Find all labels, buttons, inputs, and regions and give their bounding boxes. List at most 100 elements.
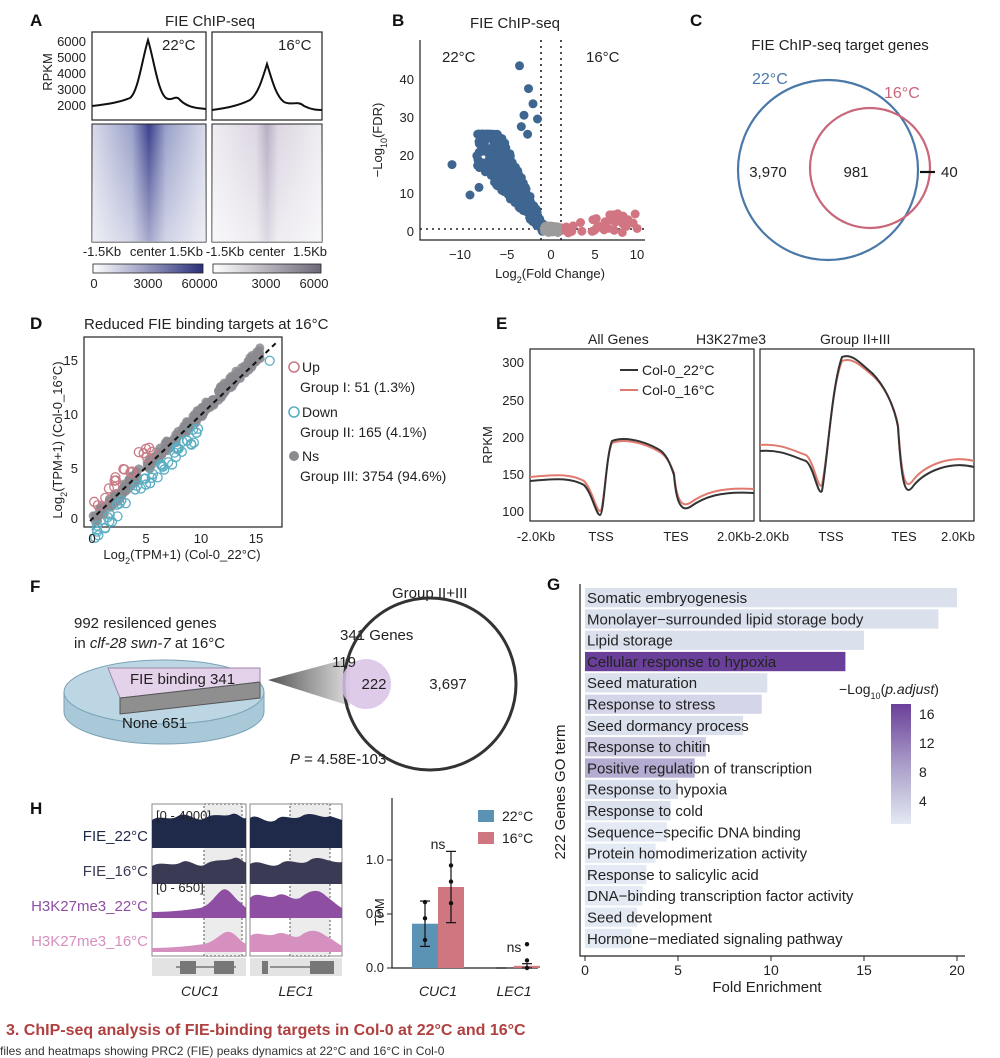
h-ytick-label: 0.0 — [366, 960, 384, 975]
scatter-point-up — [103, 483, 115, 494]
svg-text:-1.5Kb: -1.5Kb — [83, 244, 121, 259]
heatmap-16-fade — [212, 124, 322, 242]
panel-c: C FIE ChIP-seq target genes 22°C 16°C 3,… — [690, 11, 958, 262]
h-xtick-lec1: LEC1 — [496, 983, 531, 999]
go-term-label: Response to hypoxia — [587, 782, 728, 799]
h-ytick-label: 0.5 — [366, 906, 384, 921]
scatter-diagonal — [89, 342, 277, 522]
panel-g: G 222 Genes GO term Somatic embryogenesi… — [547, 575, 965, 996]
panel-b-ylabel: −Log10(FDR) — [370, 103, 389, 178]
svg-text:10: 10 — [630, 247, 644, 262]
volcano-point-down — [447, 160, 457, 170]
scatter-point-up — [92, 500, 104, 511]
svg-text:4000: 4000 — [57, 66, 86, 81]
scatter-point-up — [144, 442, 155, 453]
scatter-point-up — [110, 472, 121, 483]
svg-text:center: center — [130, 244, 167, 259]
svg-text:0: 0 — [210, 276, 217, 291]
volcano-point-down — [515, 61, 524, 71]
go-term-label: Sequence−specific DNA binding — [587, 824, 801, 841]
panel-b: B FIE ChIP-seq −Log10(FDR) 22°C 16°C 40 … — [370, 11, 645, 285]
svg-text:3000: 3000 — [57, 82, 86, 97]
panel-a-yticks: 6000 5000 4000 3000 2000 — [57, 34, 86, 113]
go-bar — [585, 588, 957, 608]
volcano-point-down — [507, 158, 517, 168]
panel-e-title-left: All Genes — [588, 331, 649, 347]
volcano-point-ns — [543, 222, 552, 231]
volcano-point-down — [533, 114, 542, 124]
svg-text:0: 0 — [407, 224, 414, 239]
pie-fie-binding: FIE binding 341 — [130, 671, 235, 688]
panel-f-line2: in clf-28 swn-7 at 16°C — [74, 635, 225, 652]
scatter-point-ns — [243, 357, 253, 367]
volcano-point-down — [486, 151, 496, 161]
svg-text:10: 10 — [400, 186, 414, 201]
go-term-label: Positive regulation of transcription — [587, 760, 812, 777]
panel-label-c: C — [690, 11, 702, 30]
svg-text:3000: 3000 — [134, 276, 163, 291]
svg-text:3000: 3000 — [252, 276, 281, 291]
profile-frame-group — [759, 348, 975, 522]
panel-g-axes — [579, 584, 965, 957]
h-xtick-cuc1: CUC1 — [419, 983, 457, 999]
volcano-point-down — [473, 155, 483, 165]
volcano-plot — [419, 40, 645, 241]
zoom-cone — [268, 658, 350, 706]
tpm-replicate-dot — [422, 899, 428, 905]
panel-g-colorbar — [891, 704, 911, 824]
svg-text:1.5Kb: 1.5Kb — [169, 244, 203, 259]
panel-d-ylabel: Log2(TPM+1) (Col-0_16°C) — [50, 361, 69, 518]
go-bar — [585, 843, 656, 863]
heatmap-22-fade — [92, 124, 206, 242]
scatter-point-down — [186, 439, 197, 450]
panel-g-legend-title: −Log10(p.adjust) — [839, 681, 939, 701]
svg-text:5000: 5000 — [57, 50, 86, 65]
panel-label-b: B — [392, 11, 404, 30]
panel-label-a: A — [30, 11, 42, 30]
svg-text:TES: TES — [663, 529, 689, 544]
go-term-label: Monolayer−surrounded lipid storage body — [587, 611, 864, 628]
svg-text:0: 0 — [88, 531, 95, 546]
scale-bar-22 — [92, 263, 204, 274]
go-term-label: Response to chitin — [587, 739, 710, 756]
go-term-label: Seed maturation — [587, 675, 697, 692]
panel-d-legend: Up Group I: 51 (1.3%) Down Group II: 165… — [288, 359, 446, 484]
range-label-k27: [0 - 650] — [156, 880, 204, 895]
go-term-label: Protein homodimerization activity — [587, 846, 808, 863]
svg-text:30: 30 — [400, 110, 414, 125]
e-grp-16-curve — [759, 359, 975, 487]
legend-down-name: Down — [302, 404, 338, 420]
volcano-point-down — [528, 99, 538, 109]
panel-b-xlabel: Log2(Fold Change) — [495, 266, 605, 285]
scatter-point-up — [100, 492, 111, 503]
svg-text:200: 200 — [502, 430, 524, 445]
panel-e-xticks: -2.0Kb TSS TES 2.0Kb -2.0Kb TSS TES 2.0K… — [517, 529, 975, 544]
go-term-label: Response to stress — [587, 697, 715, 714]
volcano-point-down — [498, 147, 508, 157]
go-term-label: Hormone−mediated signaling pathway — [587, 931, 843, 948]
panel-d-xticks: 0 5 10 15 — [88, 531, 263, 546]
scatter-point-ns — [224, 381, 234, 391]
scatter-points — [88, 343, 275, 543]
legend-16-label: Col-0_16°C — [642, 382, 715, 398]
panel-b-left-label: 22°C — [442, 49, 476, 66]
scatter-point-down — [147, 468, 159, 480]
go-xtick-label: 20 — [949, 962, 965, 978]
go-xtick-label: 15 — [856, 962, 872, 978]
legend-22-text: 22°C — [502, 808, 533, 824]
venn-only-22: 3,970 — [749, 164, 787, 181]
volcano-point-down — [512, 177, 522, 187]
panel-a-title: FIE ChIP-seq — [165, 13, 255, 30]
panel-b-title: FIE ChIP-seq — [470, 15, 560, 32]
volcano-point-down — [504, 169, 514, 179]
panel-label-h: H — [30, 799, 42, 818]
go-bar — [585, 907, 638, 927]
volcano-point-down — [524, 84, 533, 94]
volcano-point-up — [604, 223, 614, 233]
legend-22-swatch — [478, 810, 494, 822]
svg-text:6000: 6000 — [300, 276, 329, 291]
profile-box-22 — [91, 31, 207, 121]
svg-text:250: 250 — [502, 393, 524, 408]
go-bar — [585, 801, 671, 821]
volcano-point-up — [613, 209, 623, 219]
